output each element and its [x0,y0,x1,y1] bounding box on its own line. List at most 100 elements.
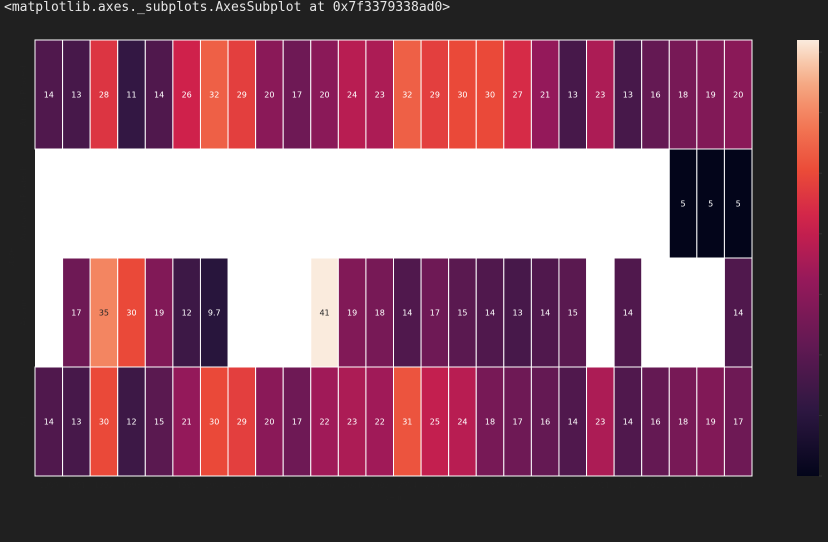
heatmap-cell-label: 14 [568,418,578,427]
heatmap-cell-label: 13 [623,91,633,100]
heatmap-cell [89,366,119,477]
x-tick-label: 2002 [370,481,389,490]
heatmap-cell-label: 14 [44,91,54,100]
heatmap-cell-label: 16 [540,418,550,427]
x-tick-label: 2009 [536,481,555,490]
heatmap-cell [558,257,588,368]
x-tick-label: 2005 [425,481,444,490]
x-tick-label: 1997 [232,481,251,490]
heatmap-cell-label: 35 [99,309,109,318]
heatmap-cell [475,39,505,150]
x-tick-label: 1991 [67,481,86,490]
heatmap-cell-label: 17 [71,309,81,318]
heatmap-cell [393,366,422,477]
heatmap-cell-label: 14 [485,309,495,318]
heatmap-cell-label: 14 [623,309,633,318]
heatmap-cell [668,366,698,477]
heatmap-cell-label: 14 [623,418,633,427]
heatmap-cell-label: 12 [182,309,192,318]
heatmap-cell [696,148,725,259]
heatmap-cell-label: 30 [209,418,219,427]
x-tick-label: 2007 [480,481,499,490]
heatmap-cell-label: 5 [708,200,713,209]
heatmap-cell-label: 5 [681,200,686,209]
y-tick-label: Assam [19,299,28,326]
heatmap-cell-label: 16 [650,91,660,100]
x-tick-label: 1990 [39,481,58,490]
heatmap-cell-label: 41 [319,309,329,318]
heatmap-cell [723,366,753,477]
heatmap-cell-label: 16 [650,418,660,427]
heatmap-cell [393,39,422,150]
heatmap-cell-label: 9.7 [208,309,221,318]
colorbar [797,40,819,476]
heatmap-cell [199,366,229,477]
heatmap-cell [696,366,725,477]
heatmap-cell-label: 17 [733,418,743,427]
x-tick-label: 2011 [591,481,610,490]
heatmap-cell [723,39,753,150]
x-axis-label: year [385,493,404,502]
heatmap-cell-label: 26 [182,91,192,100]
heatmap-cell [337,39,367,150]
y-tick-label: Arunachal Pradesh [19,166,28,241]
x-tick-label: All [734,481,743,490]
heatmap-cell-labels: 14 13 28 11 14 26 32 29 20 17 20 24 23 32 29 30 30 27 21 13… [44,91,744,427]
heatmap-cell-label: 19 [706,91,716,100]
heatmap-cell-label: 31 [402,418,412,427]
heatmap-cell [62,39,91,150]
heatmap-cell [613,366,643,477]
heatmap-cell-label: 23 [595,91,605,100]
heatmap-cell-label: 14 [44,418,54,427]
heatmap-cell [503,257,532,368]
heatmap-cell [199,39,229,150]
colorbar-ticks [819,51,822,477]
heatmap-cell [310,366,339,477]
x-tick-label: 2006 [453,481,472,490]
y-tick-label: Andhra Pradesh [19,63,28,127]
heatmap-cell [530,366,560,477]
x-tick-label: 1998 [260,481,279,490]
heatmap-cell-label: 19 [706,418,716,427]
heatmap-cell-label: 25 [430,418,440,427]
heatmap-cell-label: 23 [347,418,357,427]
heatmap-cell [420,39,450,150]
heatmap-cell-label: 14 [540,309,550,318]
x-tick-label: 2015 [701,481,720,490]
heatmap-cell [613,257,643,368]
heatmap-cell-label: 30 [126,309,136,318]
heatmap-cell-label: 30 [99,418,109,427]
heatmap-cell-label: 22 [319,418,329,427]
heatmap-cell [503,39,532,150]
heatmap-cell [641,39,670,150]
heatmap-cell [337,366,367,477]
x-tick-label: 2008 [508,481,527,490]
heatmap-cell-label: 15 [154,418,164,427]
heatmap-cell-label: 30 [485,91,495,100]
heatmap-cell-label: 14 [733,309,743,318]
heatmap-cell [393,257,422,368]
heatmap-cell-label: 14 [154,91,164,100]
heatmap-cell [558,39,588,150]
heatmap-cell-label: 17 [430,309,440,318]
heatmap-cell [696,39,725,150]
heatmap-cell [530,39,560,150]
heatmap-cell-label: 17 [292,91,302,100]
heatmap-cell-label: 13 [71,418,81,427]
heatmap-cell-label: 24 [457,418,467,427]
heatmap-cell [172,366,201,477]
heatmap-cell [255,39,284,150]
heatmap-cells [34,39,753,477]
heatmap-cell-label: 20 [319,91,329,100]
x-tick-label: 1994 [150,481,169,490]
heatmap-cell-label: 30 [457,91,467,100]
heatmap-cell-label: 11 [126,91,136,100]
heatmap-cell-label: 17 [292,418,302,427]
heatmap-cell-label: 18 [485,418,495,427]
heatmap-cell [420,366,450,477]
x-tick-labels: 1990 1991 1992 1993 1994 1995 1996 1997 1998 1999… [39,481,743,490]
heatmap-cell [365,257,394,368]
heatmap-cell-label: 13 [71,91,81,100]
heatmap-cell-label: 15 [568,309,578,318]
